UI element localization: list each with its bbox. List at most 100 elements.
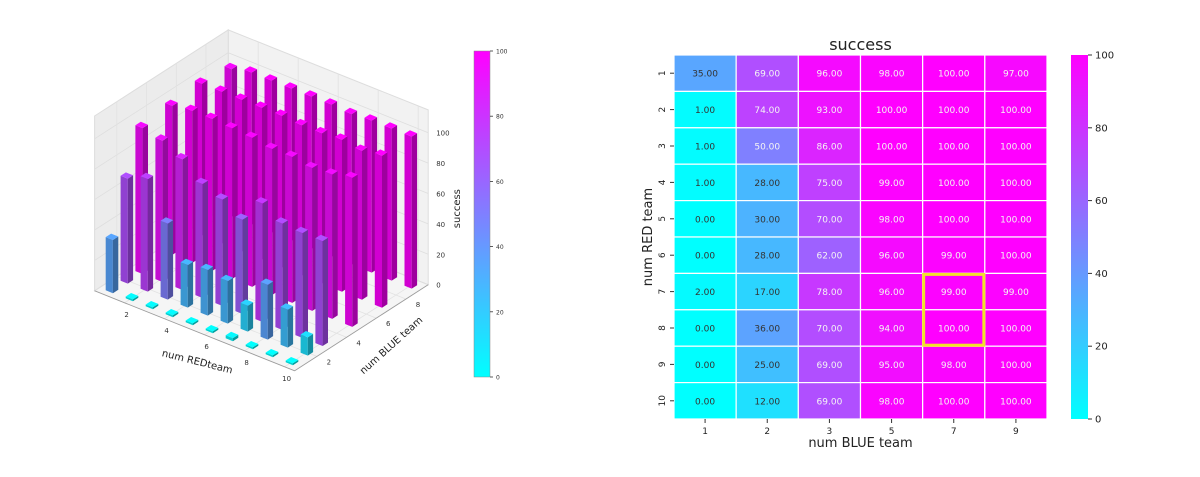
heatmap-cell [673,309,737,347]
bar-top-face [295,226,308,234]
bar-side-face [232,334,239,342]
heatmap-cell [859,163,924,202]
heatmap-cell-label: 86.00 [817,143,843,153]
heatmap-cell-label: 75.00 [817,179,843,189]
heatmap-cell-label: 96.00 [879,288,905,298]
bar-top-face [180,258,194,265]
bar-top-face [220,274,234,281]
heatmap-cell-label: 0.00 [695,252,715,262]
heatmap-cell-label: 100.00 [938,325,970,335]
heatmap-cell-label: 50.00 [754,143,780,153]
bar-side-face [282,220,288,330]
heatmap-cell [922,236,986,275]
heatmap-cell [735,200,799,238]
bar-side-face [272,351,279,358]
heatmap-cell [797,127,862,165]
bar-side-face [147,175,154,292]
y-axis-label: num RED team [641,188,656,286]
bar-front-face [345,175,353,327]
y-tick-label: 2 [327,358,331,366]
heatmap-cell [984,54,1048,93]
heatmap-cell-label: 97.00 [1003,70,1029,80]
bar-front-face [315,238,323,346]
bar-top-face [254,101,268,108]
bar-top-face [285,357,299,364]
heatmap-cell-label: 28.00 [754,252,780,262]
bar-side-face [391,125,398,281]
y-tick-label: 8 [416,301,420,309]
y-axis-label: num BLUE team [358,315,425,377]
heatmap-cell-label: 100.00 [938,397,970,407]
heatmap-cell-label: 100.00 [938,179,970,189]
bar-top-face [225,331,239,339]
colorbar-tick-label: 100 [1095,51,1114,62]
heatmap-cell-label: 98.00 [879,70,905,80]
bar-front-face [295,230,303,338]
heatmap-cell [984,200,1048,238]
bar-front-face [160,220,168,300]
bar-top-face [165,99,178,106]
bar-side-face [167,220,174,300]
heatmap-cell [859,200,924,238]
heatmap-cell-label: 99.00 [879,179,905,189]
bar-front-face [260,282,268,340]
heatmap-cell [797,90,862,129]
heatmap-cell-label: 100.00 [1000,215,1032,225]
z-grid-line [94,52,429,140]
heatmap-cell-label: 100.00 [938,106,970,116]
colorbar-tick-label: 20 [496,309,504,316]
bar-side-face [252,343,259,350]
y-tick-label: 2 [658,107,668,113]
heatmap-cell-label: 30.00 [754,215,780,225]
heatmap-title: success [829,35,892,54]
bar-front-face [175,156,183,290]
bar-top-face [354,144,368,151]
heatmap-cell-label: 96.00 [879,252,905,262]
heatmap-cell [859,309,924,347]
bar-top-face [215,193,228,200]
heatmap-cell-label: 100.00 [876,143,908,153]
bar-side-face [227,277,234,324]
heatmap-cell-label: 36.00 [754,325,780,335]
bar-top-face [135,121,148,129]
y-tick-label: 1 [658,70,668,76]
bar-front-face [185,320,193,326]
y-axis-line [294,284,429,372]
heatmap-cell [673,345,737,384]
x-tick-label: 6 [204,343,209,351]
bar-top-face [234,93,248,100]
heatmap-cell-label: 100.00 [938,70,970,80]
bar-top-face [344,107,358,115]
bar-side-face [322,237,328,346]
heatmap-cell-label: 96.00 [817,70,843,80]
bar-front-face [165,312,173,318]
z-tick-label: 40 [436,221,445,229]
z-tick-label: 100 [436,130,449,138]
bar-top-face [200,263,214,270]
bar-top-face [194,77,208,84]
x-tick-label: 10 [282,375,291,383]
bar-front-face [225,335,233,342]
heatmap-cell-label: 98.00 [941,361,967,371]
bar-top-face [280,303,294,310]
heatmap-cell-label: 25.00 [754,361,780,371]
bar-top-face [304,90,318,97]
y-tick-label: 6 [658,252,668,258]
heatmap-cell-label: 100.00 [1000,252,1032,262]
heatmap-cell [735,236,799,275]
bar-top-face [325,168,338,175]
heatmap-cell-label: 98.00 [879,215,905,225]
z-tick-label: 80 [436,160,445,168]
heatmap-cell-label: 100.00 [1000,361,1032,371]
heatmap-cell [984,382,1048,420]
bar-side-face [207,266,214,316]
heatmap-cell [797,345,862,384]
heatmap-cell [673,127,737,165]
colorbar-tick-label: 40 [496,244,504,251]
heatmap-cell [984,236,1048,275]
bar-side-face [382,152,388,308]
bar-top-face [275,217,288,224]
heatmap-cell-label: 100.00 [1000,397,1032,407]
heatmap-cell [984,345,1048,384]
x-tick-label: 2 [764,427,770,437]
